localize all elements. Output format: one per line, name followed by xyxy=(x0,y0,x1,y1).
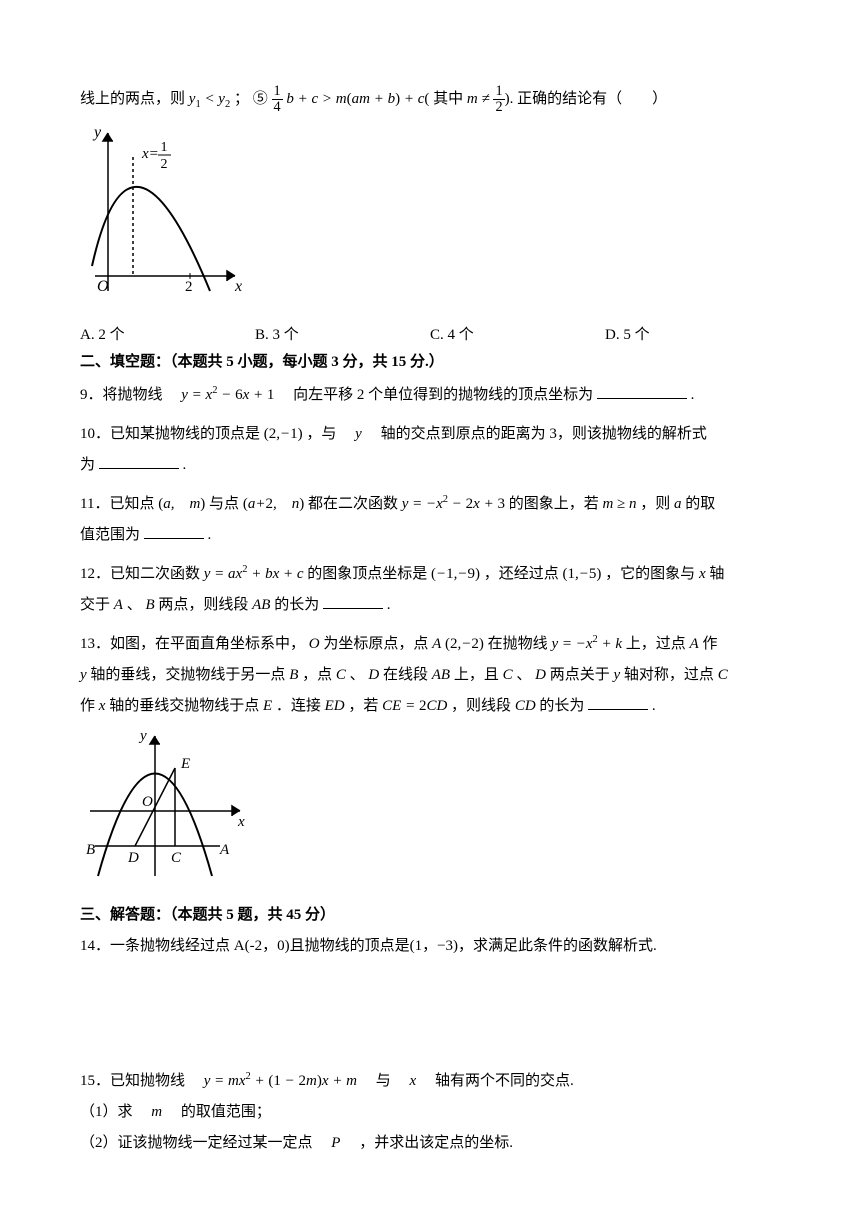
q14-workspace xyxy=(80,964,780,1064)
q10-coord: (2,−1) xyxy=(264,426,303,442)
q13-g-B: B xyxy=(86,842,95,858)
q8-optC[interactable]: C. 4 个 xyxy=(430,322,605,349)
q11-p2: (a+2, n) xyxy=(243,496,304,512)
q12: 12．已知二次函数 y = ax2 + bx + c 的图象顶点坐标是 (−1,… xyxy=(80,561,780,588)
q14: 14．一条抛物线经过点 A(-2，0)且抛物线的顶点是(1，−3)，求满足此条件… xyxy=(80,933,780,960)
q8-options: A. 2 个 B. 3 个 C. 4 个 D. 5 个 xyxy=(80,322,780,349)
q13-g-D: D xyxy=(127,850,139,866)
q13: 13．如图，在平面直角坐标系中， O 为坐标原点，点 A (2,−2) 在抛物线… xyxy=(80,631,780,658)
q8-num5: ⑤ xyxy=(253,91,268,107)
q11: 11．已知点 (a, m) 与点 (a+2, n) 都在二次函数 y = −x2… xyxy=(80,491,780,518)
q13-line2: y 轴的垂线，交抛物线于另一点 B ，点 C 、 D 在线段 AB 上，且 C … xyxy=(80,662,780,689)
q8-text-pre: 线上的两点，则 xyxy=(80,91,189,107)
section3-title: 三、解答题：（本题共 5 题，共 45 分） xyxy=(80,902,780,929)
q15-s1: （1）求 m 的取值范围； xyxy=(80,1099,780,1126)
q13-graph: O x y E A B C D xyxy=(80,726,780,896)
q11-eq: y = −x2 − 2x + 3 xyxy=(402,496,505,512)
q8-suffix: 正确的结论有（ ） xyxy=(517,91,667,107)
q13-g-E: E xyxy=(180,756,190,772)
q12-eq: y = ax2 + bx + c xyxy=(204,566,304,582)
q8-expr: 14 b + c > m(am + b) + c( xyxy=(272,91,434,107)
q15-eq: y = mx2 + (1 − 2m)x + m xyxy=(204,1073,357,1089)
q8-graph-ylabel: y xyxy=(92,124,102,141)
q13-ce: CE = 2CD xyxy=(382,698,447,714)
q11-p1: (a, m) xyxy=(158,496,205,512)
q13-eq: y = −x2 + k xyxy=(551,636,622,652)
q15: 15．已知抛物线 y = mx2 + (1 − 2m)x + m 与 x 轴有两… xyxy=(80,1068,780,1095)
q12-v1: (−1,−9) xyxy=(431,566,480,582)
q8-optA[interactable]: A. 2 个 xyxy=(80,322,255,349)
q8-cond: m ≠ 12). xyxy=(467,91,513,107)
q8-ineq: y1 < y2 xyxy=(189,91,230,107)
section2-title: 二、填空题：（本题共 5 小题，每小题 3 分，共 15 分.） xyxy=(80,349,780,376)
q10: 10．已知某抛物线的顶点是 (2,−1) ，与 y 轴的交点到原点的距离为 3，… xyxy=(80,421,780,448)
q8-optB[interactable]: B. 3 个 xyxy=(255,322,430,349)
q8-graph-tick: 2 xyxy=(185,279,193,295)
q11-cond: m ≥ n xyxy=(602,496,636,512)
q13-g-origin: O xyxy=(142,794,153,810)
q11-blank[interactable] xyxy=(144,522,204,539)
q12-v2: (1,−5) xyxy=(563,566,602,582)
q8-graph-xlabel: x xyxy=(234,278,242,295)
q8-graph-vline-pre: x= xyxy=(141,146,159,162)
q8-cond-tail: 其中 xyxy=(433,91,463,107)
q13-g-C: C xyxy=(171,850,182,866)
q13-blank[interactable] xyxy=(588,693,648,710)
q9: 9．将抛物线 y = x2 − 6x + 1 向左平移 2 个单位得到的抛物线的… xyxy=(80,382,780,409)
q13-g-A: A xyxy=(219,842,230,858)
q8-graph-frac-d: 2 xyxy=(161,157,168,172)
q10-line2: 为 . xyxy=(80,452,780,479)
q10-blank[interactable] xyxy=(99,452,179,469)
q8-sep1: ； xyxy=(234,91,249,107)
q13-coord: (2,−2) xyxy=(445,636,484,652)
q8-graph-frac-n: 1 xyxy=(161,140,168,155)
q8-line: 线上的两点，则 y1 < y2 ； ⑤ 14 b + c > m(am + b)… xyxy=(80,84,780,115)
q9-eq: y = x2 − 6x + 1 xyxy=(181,387,274,403)
q15-s2: （2）证该抛物线一定经过某一定点 P ，并求出该定点的坐标. xyxy=(80,1130,780,1157)
q11-line2: 值范围为 . xyxy=(80,522,780,549)
q8-optD[interactable]: D. 5 个 xyxy=(605,322,780,349)
q8-graph: O x y 2 x= 1 2 xyxy=(80,121,780,316)
q8-graph-origin: O xyxy=(97,278,109,295)
q13-g-xlabel: x xyxy=(237,814,245,830)
q13-line3: 作 x 轴的垂线交抛物线于点 E ．连接 ED ，若 CE = 2CD ，则线段… xyxy=(80,693,780,720)
q12-blank[interactable] xyxy=(323,592,383,609)
q12-line2: 交于 A 、 B 两点，则线段 AB 的长为 . xyxy=(80,592,780,619)
q9-blank[interactable] xyxy=(597,382,687,399)
q13-g-ylabel: y xyxy=(138,728,147,744)
